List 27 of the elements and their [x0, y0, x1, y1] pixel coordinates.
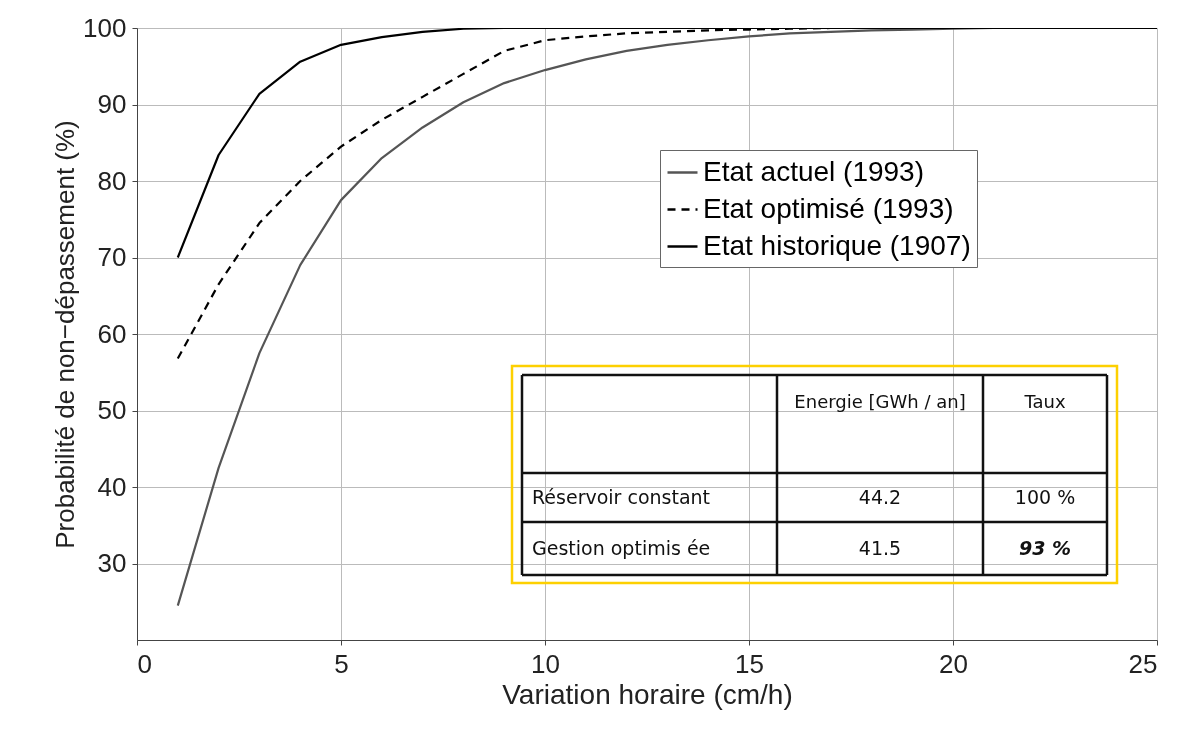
x-tick-label: 0 — [137, 648, 152, 679]
y-tick-label: 90 — [97, 89, 127, 119]
y-tick-label: 40 — [97, 471, 127, 502]
y-tick-label: 100 — [83, 12, 127, 43]
legend-label: Etat optimisé (1993) — [703, 192, 954, 224]
x-tick-label: 20 — [939, 648, 968, 679]
annotation: 100 % — [1014, 485, 1076, 508]
y-axis-title: Probabilité de non−dépassement (%) — [50, 120, 81, 549]
x-tick-label: 5 — [334, 648, 349, 679]
annotation: Réservoir constant — [532, 485, 711, 508]
y-tick-label: 50 — [97, 395, 127, 425]
legend-label: Etat historique (1907) — [703, 229, 971, 261]
y-tick-label: 70 — [97, 242, 127, 272]
annotation: Gestion optimis ée — [532, 536, 711, 559]
annotation: Energie [GWh / an] — [794, 391, 966, 412]
x-axis-title: Variation horaire (cm/h) — [502, 678, 793, 710]
y-tick-label: 30 — [97, 548, 127, 578]
x-tick-label: 25 — [1128, 648, 1158, 679]
y-tick-label: 60 — [97, 318, 127, 349]
annotation: Taux — [1023, 391, 1066, 412]
annotation: 93 % — [1018, 536, 1072, 559]
y-tick-label: 80 — [97, 165, 127, 196]
annotation: 41.5 — [858, 536, 902, 559]
legend-label: Etat actuel (1993) — [703, 155, 925, 187]
x-tick-label: 10 — [531, 648, 560, 679]
annotation: 44.2 — [858, 485, 902, 508]
x-tick-label: 15 — [735, 648, 764, 679]
